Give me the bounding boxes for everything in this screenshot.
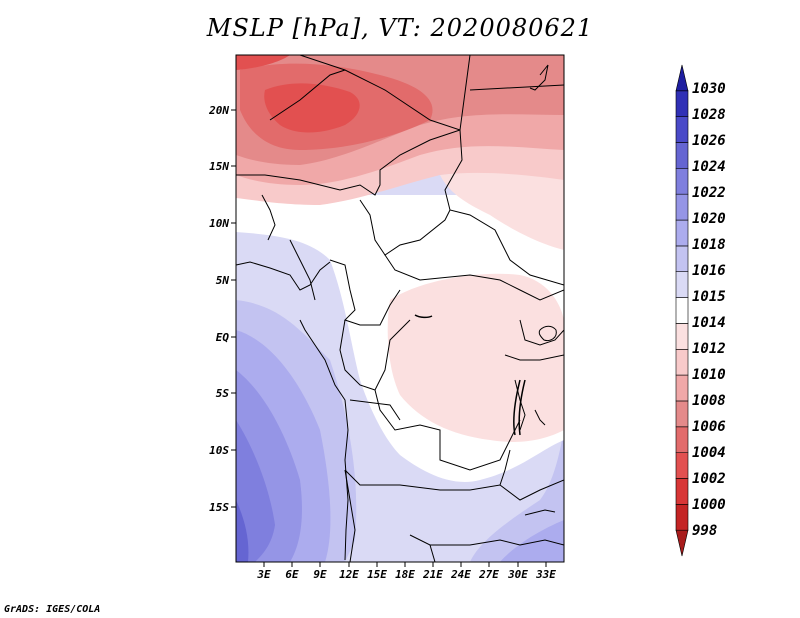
lon-label: 27E: [478, 568, 499, 581]
colorbar-label: 1002: [692, 471, 726, 487]
colorbar-label: 1012: [692, 341, 726, 357]
colorbar-label: 1016: [692, 263, 726, 279]
colorbar: 1030 1028 1026 1024 1022 1020 1018 1016 …: [675, 64, 726, 557]
colorbar-label: 1018: [692, 237, 726, 253]
colorbar-label: 1008: [692, 393, 726, 409]
colorbar-label: 1000: [692, 497, 726, 513]
colorbar-segment: [675, 400, 689, 428]
colorbar-segment: [675, 426, 689, 453]
colorbar-label: 1026: [692, 133, 726, 149]
colorbar-segment: [675, 245, 689, 273]
map-title: MSLP [hPa], VT: 2020080621: [206, 14, 594, 42]
lat-label: 20N: [208, 104, 229, 117]
lon-label: 15E: [367, 568, 387, 581]
lon-label: 33E: [535, 568, 556, 581]
colorbar-label: 1004: [692, 445, 726, 461]
colorbar-segment: [675, 323, 689, 350]
colorbar-label: 1024: [692, 159, 726, 175]
colorbar-label: 1014: [692, 315, 726, 331]
colorbar-segment: [675, 142, 689, 169]
lon-label: 6E: [285, 568, 299, 581]
map-frame: [235, 54, 565, 563]
latitude-axis: 20N 15N 10N 5N EQ 5S 10S 15S: [208, 104, 236, 514]
lon-label: 12E: [339, 568, 359, 581]
lon-label: 21E: [422, 568, 443, 581]
lat-label: EQ: [216, 331, 230, 344]
lat-label: 10S: [209, 444, 229, 457]
colorbar-label: 1022: [692, 185, 726, 201]
colorbar-segment: [675, 348, 689, 376]
colorbar-segment: [675, 219, 689, 247]
pressure-field: [236, 55, 564, 562]
coastlines: [235, 64, 557, 561]
lon-label: 18E: [395, 568, 415, 581]
colorbar-segment: [675, 478, 689, 505]
colorbar-label: 1006: [692, 419, 726, 435]
colorbar-segment: [675, 374, 689, 402]
colorbar-segment: [675, 271, 689, 298]
grads-credit: GrADS: IGES/COLA: [4, 604, 101, 615]
colorbar-segment: [675, 504, 689, 531]
colorbar-segment: [675, 529, 689, 557]
colorbar-segment: [675, 116, 689, 143]
lat-label: 15N: [209, 160, 229, 173]
colorbar-label: 1030: [692, 81, 726, 97]
colorbar-segment: [675, 452, 689, 479]
lat-label: 5S: [216, 387, 230, 400]
lat-label: 5N: [216, 274, 230, 287]
colorbar-segment: [675, 64, 689, 92]
colorbar-segment: [675, 90, 689, 117]
lon-label: 24E: [450, 568, 471, 581]
lon-label: 30E: [507, 568, 528, 581]
colorbar-segment: [675, 193, 689, 221]
lon-label: 3E: [256, 568, 271, 581]
colorbar-label: 1028: [692, 107, 726, 123]
longitude-axis: 3E 6E 9E 12E 15E 18E 21E 24E 27E 30E 33E: [256, 562, 556, 581]
colorbar-label: 998: [692, 523, 717, 539]
lat-label: 15S: [209, 501, 229, 514]
lat-label: 10N: [209, 217, 229, 230]
lon-label: 9E: [313, 568, 327, 581]
country-borders: [236, 55, 564, 562]
colorbar-segment: [675, 168, 689, 195]
colorbar-segment: [675, 297, 689, 324]
colorbar-label: 1015: [692, 289, 726, 305]
colorbar-label: 1010: [692, 367, 726, 383]
colorbar-label: 1020: [692, 211, 726, 227]
